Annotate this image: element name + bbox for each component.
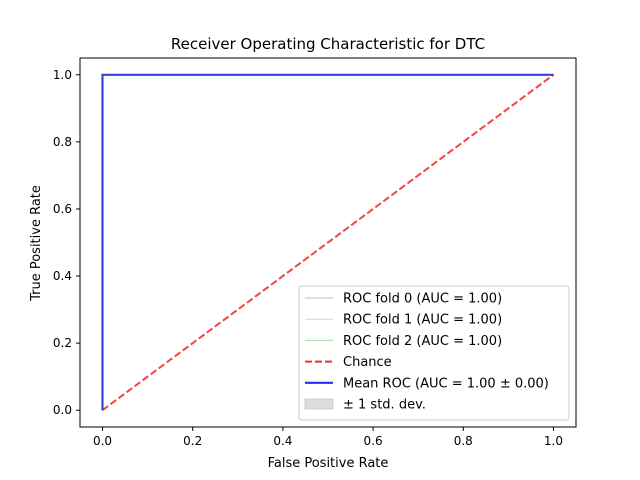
legend: ROC fold 0 (AUC = 1.00) ROC fold 1 (AUC =… [298,285,570,421]
x-tick-label: 0.8 [454,434,473,448]
y-tick-label: 0.2 [53,336,72,350]
y-tick-label: 0.6 [53,202,72,216]
legend-label: Mean ROC (AUC = 1.00 ± 0.00) [343,376,549,391]
legend-swatch-band [304,398,334,410]
chart-title: Receiver Operating Characteristic for DT… [171,35,485,53]
x-tick-label: 1.0 [544,434,563,448]
x-axis-label: False Positive Rate [268,456,389,471]
x-tick-label: 0.6 [364,434,383,448]
legend-label: ROC fold 0 (AUC = 1.00) [343,292,502,307]
legend-label: ROC fold 1 (AUC = 1.00) [343,313,502,328]
series-line-4 [101,73,554,411]
y-tick-label: 0.4 [53,269,72,283]
y-axis-label: True Positive Rate [29,185,44,302]
x-tick-label: 0.2 [183,434,202,448]
series-line-3 [101,73,555,412]
plot-frame [79,57,577,428]
y-tick-label: 0.8 [53,135,72,149]
legend-label: ROC fold 2 (AUC = 1.00) [343,334,502,349]
legend-label: ± 1 std. dev. [343,398,426,413]
axis-ticks: 0.0 0.2 0.4 0.6 0.8 1.0 0.0 0.2 0.4 0.6 0.8 1.0 [53,68,563,448]
legend-box [298,285,570,421]
y-tick-label: 0.0 [53,403,72,417]
y-tick-label: 1.0 [53,68,72,82]
x-tick-label: 0.4 [273,434,292,448]
x-tick-label: 0.0 [93,434,112,448]
plot-lines [101,73,555,412]
legend-label: Chance [343,355,392,370]
